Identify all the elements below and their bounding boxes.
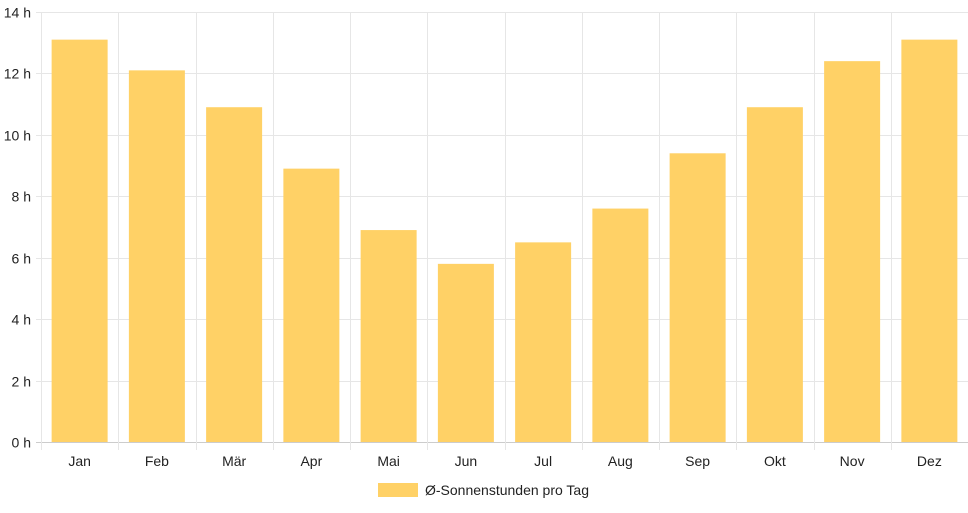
- legend-label: Ø-Sonnenstunden pro Tag: [425, 482, 589, 498]
- y-tick-label: 4 h: [12, 312, 31, 328]
- x-tick-label: Okt: [764, 453, 786, 469]
- bar-sep: [669, 153, 726, 443]
- x-tick-label: Jul: [534, 453, 552, 469]
- y-tick-label: 2 h: [12, 374, 31, 390]
- x-tick-label: Apr: [300, 453, 322, 469]
- y-tick-label: 8 h: [12, 189, 31, 205]
- x-tick-label: Nov: [840, 453, 865, 469]
- x-tick-label: Sep: [685, 453, 710, 469]
- bar-mär: [206, 107, 263, 442]
- bar-feb: [128, 70, 185, 442]
- x-tick-label: Mär: [222, 453, 246, 469]
- bar-okt: [746, 107, 803, 442]
- bar-jul: [515, 242, 572, 442]
- legend: Ø-Sonnenstunden pro Tag: [378, 482, 589, 498]
- x-tick-label: Aug: [608, 453, 633, 469]
- y-tick-label: 6 h: [12, 251, 31, 267]
- bar-jun: [437, 263, 494, 442]
- bar-apr: [283, 168, 340, 442]
- x-tick-label: Dez: [917, 453, 942, 469]
- bar-nov: [824, 61, 881, 443]
- x-tick-label: Feb: [145, 453, 169, 469]
- y-tick-label: 0 h: [12, 435, 31, 451]
- y-tick-label: 10 h: [4, 128, 31, 144]
- bar-jan: [51, 39, 108, 443]
- y-tick-label: 12 h: [4, 66, 31, 82]
- bar-aug: [592, 208, 649, 442]
- y-tick-label: 14 h: [4, 5, 31, 21]
- legend-swatch: [378, 483, 418, 497]
- bar-dez: [901, 39, 958, 443]
- x-tick-label: Jun: [455, 453, 478, 469]
- x-tick-label: Jan: [68, 453, 91, 469]
- bar-mai: [360, 230, 417, 442]
- x-tick-label: Mai: [377, 453, 400, 469]
